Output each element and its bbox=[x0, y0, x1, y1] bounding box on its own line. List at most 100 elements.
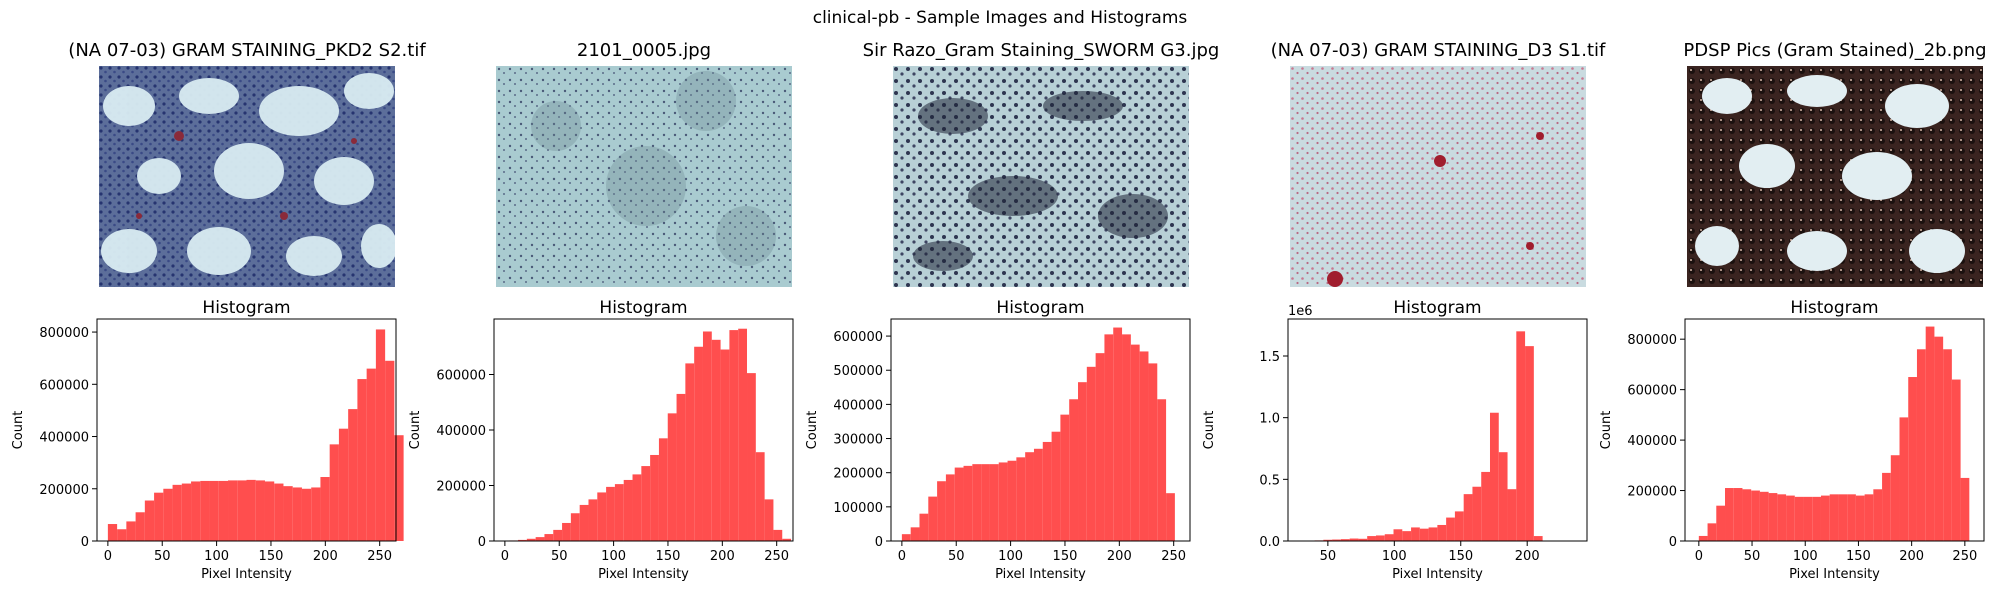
histogram-bar bbox=[1367, 536, 1376, 541]
y-tick-label: 200000 bbox=[436, 480, 486, 495]
histogram-bar bbox=[1873, 489, 1883, 541]
histogram-bar bbox=[255, 480, 265, 541]
x-tick-label: 150 bbox=[1846, 549, 1871, 564]
histogram-bar bbox=[579, 504, 589, 541]
y-tick-label: 400000 bbox=[833, 398, 883, 413]
y-tick-label: 800000 bbox=[1627, 333, 1677, 348]
y-tick-label: 200000 bbox=[39, 483, 89, 498]
figure-title: clinical-pb - Sample Images and Histogra… bbox=[812, 8, 1188, 28]
histogram-bar bbox=[782, 538, 792, 541]
histogram-bar bbox=[1943, 349, 1952, 541]
histogram-bar bbox=[301, 488, 312, 541]
histogram-bar bbox=[311, 487, 321, 541]
histogram-2: 0 50 100 150 200 250 0 200000 400000 600000 Histog… bbox=[408, 298, 794, 582]
x-tick-label: 200 bbox=[1515, 549, 1540, 564]
histogram-bar bbox=[218, 480, 229, 541]
histogram-bar bbox=[1025, 452, 1034, 541]
histogram-bar bbox=[1847, 494, 1856, 541]
histogram-bar bbox=[676, 393, 686, 541]
y-tick-label: 600000 bbox=[833, 330, 883, 345]
histogram-bar bbox=[1130, 344, 1140, 541]
histogram-bar bbox=[237, 480, 247, 541]
histogram-bar bbox=[274, 483, 284, 541]
histogram-bar bbox=[570, 513, 580, 541]
histogram-bar bbox=[1829, 494, 1839, 541]
x-tick-label: 50 bbox=[948, 549, 965, 564]
histogram-bar bbox=[1698, 535, 1708, 541]
x-tick-label: 200 bbox=[710, 549, 735, 564]
histogram-bar bbox=[1525, 346, 1534, 541]
histogram-bar bbox=[1951, 379, 1961, 541]
image-title-4: (NA 07-03) GRAM STAINING_D3 S1.tif bbox=[1270, 40, 1606, 61]
histogram-bar bbox=[901, 534, 911, 541]
histogram-bar bbox=[954, 467, 964, 541]
histogram-bar bbox=[623, 479, 633, 541]
histogram-title: Histogram bbox=[1393, 298, 1481, 318]
x-tick-label: 150 bbox=[656, 549, 681, 564]
y-tick-label: 0 bbox=[478, 535, 486, 550]
histogram-bar bbox=[1463, 494, 1473, 541]
histogram-bar bbox=[1042, 441, 1052, 541]
histogram-bar bbox=[1428, 527, 1438, 541]
y-tick-label: 200000 bbox=[1627, 485, 1677, 500]
axes-frame bbox=[96, 318, 397, 542]
histogram-bar bbox=[264, 481, 275, 541]
histogram-bar bbox=[685, 363, 695, 541]
histogram-bar bbox=[366, 368, 376, 541]
histogram-bar bbox=[658, 438, 668, 541]
x-tick-label: 250 bbox=[1161, 549, 1186, 564]
histogram-bar bbox=[1759, 491, 1769, 541]
histogram-bar bbox=[963, 465, 973, 541]
histogram-bar bbox=[320, 477, 330, 541]
x-tick-label: 200 bbox=[313, 549, 338, 564]
histogram-bar bbox=[773, 529, 783, 541]
y-tick-label: 400000 bbox=[39, 431, 89, 446]
histogram-bar bbox=[1419, 528, 1429, 541]
histogram-bar bbox=[181, 483, 192, 541]
histogram-bar bbox=[357, 379, 367, 541]
histogram-bar bbox=[135, 512, 145, 541]
histogram-bar bbox=[1812, 496, 1821, 541]
histogram-bar bbox=[597, 492, 607, 541]
x-tick-label: 250 bbox=[1952, 549, 1977, 564]
histogram-title: Histogram bbox=[1790, 298, 1878, 318]
y-offset-label: 1e6 bbox=[1288, 304, 1313, 319]
histogram-bar bbox=[1742, 489, 1752, 541]
histogram-bar bbox=[117, 529, 127, 541]
histogram-title: Histogram bbox=[202, 298, 290, 318]
histogram-4: 50 100 150 200 0.0 0.5 1.0 1.5 Histogram Pixel In… bbox=[1202, 298, 1588, 582]
histogram-bar bbox=[562, 522, 571, 541]
histogram-bar bbox=[1104, 334, 1114, 541]
histogram-bar bbox=[1086, 366, 1096, 541]
sample-image-3 bbox=[893, 66, 1189, 287]
y-tick-label: 100000 bbox=[833, 501, 883, 516]
x-tick-label: 0 bbox=[1695, 549, 1703, 564]
histogram-bar bbox=[1481, 471, 1490, 541]
histogram-bar bbox=[209, 480, 219, 541]
histogram-bar bbox=[972, 464, 982, 541]
histogram-bar bbox=[747, 373, 756, 541]
x-axis-label: Pixel Intensity bbox=[201, 567, 292, 582]
x-tick-label: 50 bbox=[551, 549, 568, 564]
histogram-bar bbox=[650, 454, 659, 541]
x-tick-label: 0 bbox=[501, 549, 509, 564]
histogram-bar bbox=[1069, 399, 1079, 541]
y-axis-label: Count bbox=[408, 411, 423, 450]
x-tick-label: 50 bbox=[154, 549, 171, 564]
x-tick-label: 100 bbox=[1793, 549, 1818, 564]
histogram-bar bbox=[632, 474, 642, 541]
histogram-bar bbox=[1498, 452, 1508, 541]
histogram-bar bbox=[1323, 539, 1333, 541]
histogram-bar bbox=[729, 330, 739, 541]
y-tick-label: 0.5 bbox=[1259, 473, 1280, 488]
image-title-2: 2101_0005.jpg bbox=[576, 40, 712, 61]
x-tick-label: 100 bbox=[204, 549, 229, 564]
x-tick-label: 200 bbox=[1107, 549, 1132, 564]
histogram-bar bbox=[154, 492, 164, 541]
histogram-bar bbox=[1148, 363, 1158, 541]
histogram-bar bbox=[1794, 496, 1804, 541]
x-tick-label: 0 bbox=[104, 549, 112, 564]
histogram-bar bbox=[1838, 494, 1848, 541]
histogram-bar bbox=[144, 500, 155, 541]
